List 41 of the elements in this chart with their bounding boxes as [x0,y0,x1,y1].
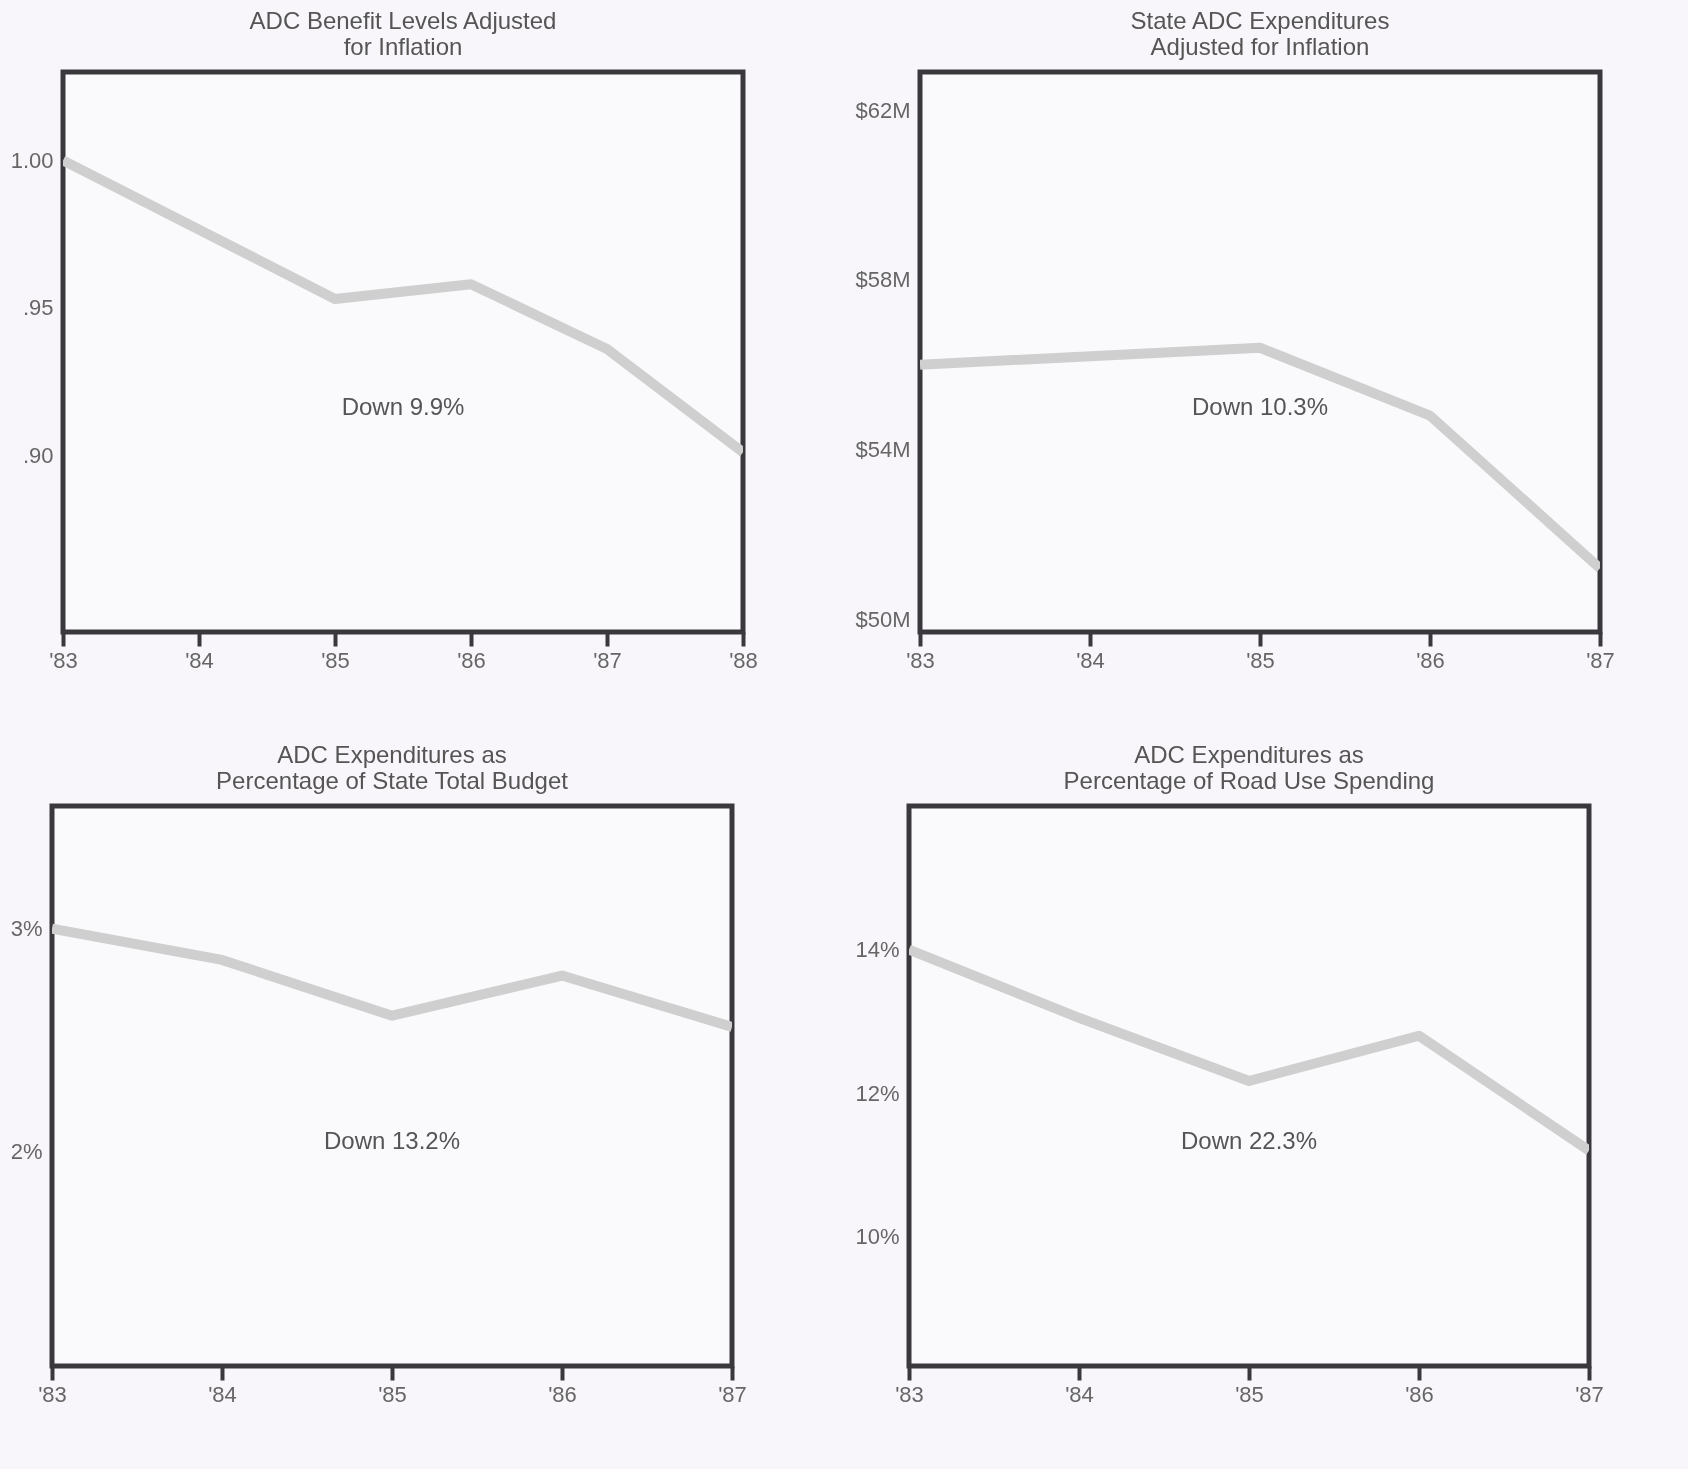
chart-title: ADC Expenditures as Percentage of State Total Budget [216,741,569,794]
x-tick-label: '83 [38,1381,67,1407]
y-tick-label: 1.00 [10,147,54,173]
chart-title: State ADC Expenditures Adjusted for Inflation [1130,7,1390,60]
x-tick-label: '85 [1246,647,1275,673]
y-tick-label: $58M [855,267,911,293]
y-tick-label: $62M [855,97,911,123]
annotation: Down 22.3% [1180,1127,1318,1154]
x-tick-label: '84 [1076,647,1105,673]
x-tick-label: '87 [1586,647,1615,673]
annotation: Down 9.9% [341,393,465,420]
x-tick-label: '86 [1416,647,1445,673]
y-tick-label: $54M [855,437,911,463]
x-tick-label: '83 [49,647,78,673]
x-tick-label: '84 [185,647,214,673]
y-tick-label: 3% [10,916,43,942]
y-tick-label: 12% [855,1080,900,1106]
chart-title: ADC Benefit Levels Adjusted for Inflation [249,7,557,60]
x-tick-label: '83 [895,1381,924,1407]
x-tick-label: '84 [1065,1381,1094,1407]
y-tick-label: 2% [10,1139,43,1165]
y-tick-label: 10% [855,1224,900,1250]
y-tick-label: .90 [22,442,54,468]
x-tick-label: '87 [1575,1381,1604,1407]
x-tick-label: '85 [378,1381,407,1407]
x-tick-label: '86 [457,647,486,673]
x-tick-label: '87 [718,1381,747,1407]
x-tick-label: '84 [208,1381,237,1407]
y-tick-label: $50M [855,606,911,632]
x-tick-label: '87 [593,647,622,673]
y-tick-label: .95 [22,295,54,321]
x-tick-label: '88 [729,647,758,673]
x-tick-label: '83 [906,647,935,673]
x-tick-label: '85 [321,647,350,673]
y-tick-label: 14% [855,937,900,963]
x-tick-label: '85 [1235,1381,1264,1407]
x-tick-label: '86 [1405,1381,1434,1407]
annotation: Down 13.2% [323,1127,461,1154]
x-tick-label: '86 [548,1381,577,1407]
chart-title: ADC Expenditures as Percentage of Road Use Spending [1063,741,1435,794]
annotation: Down 10.3% [1191,393,1329,420]
